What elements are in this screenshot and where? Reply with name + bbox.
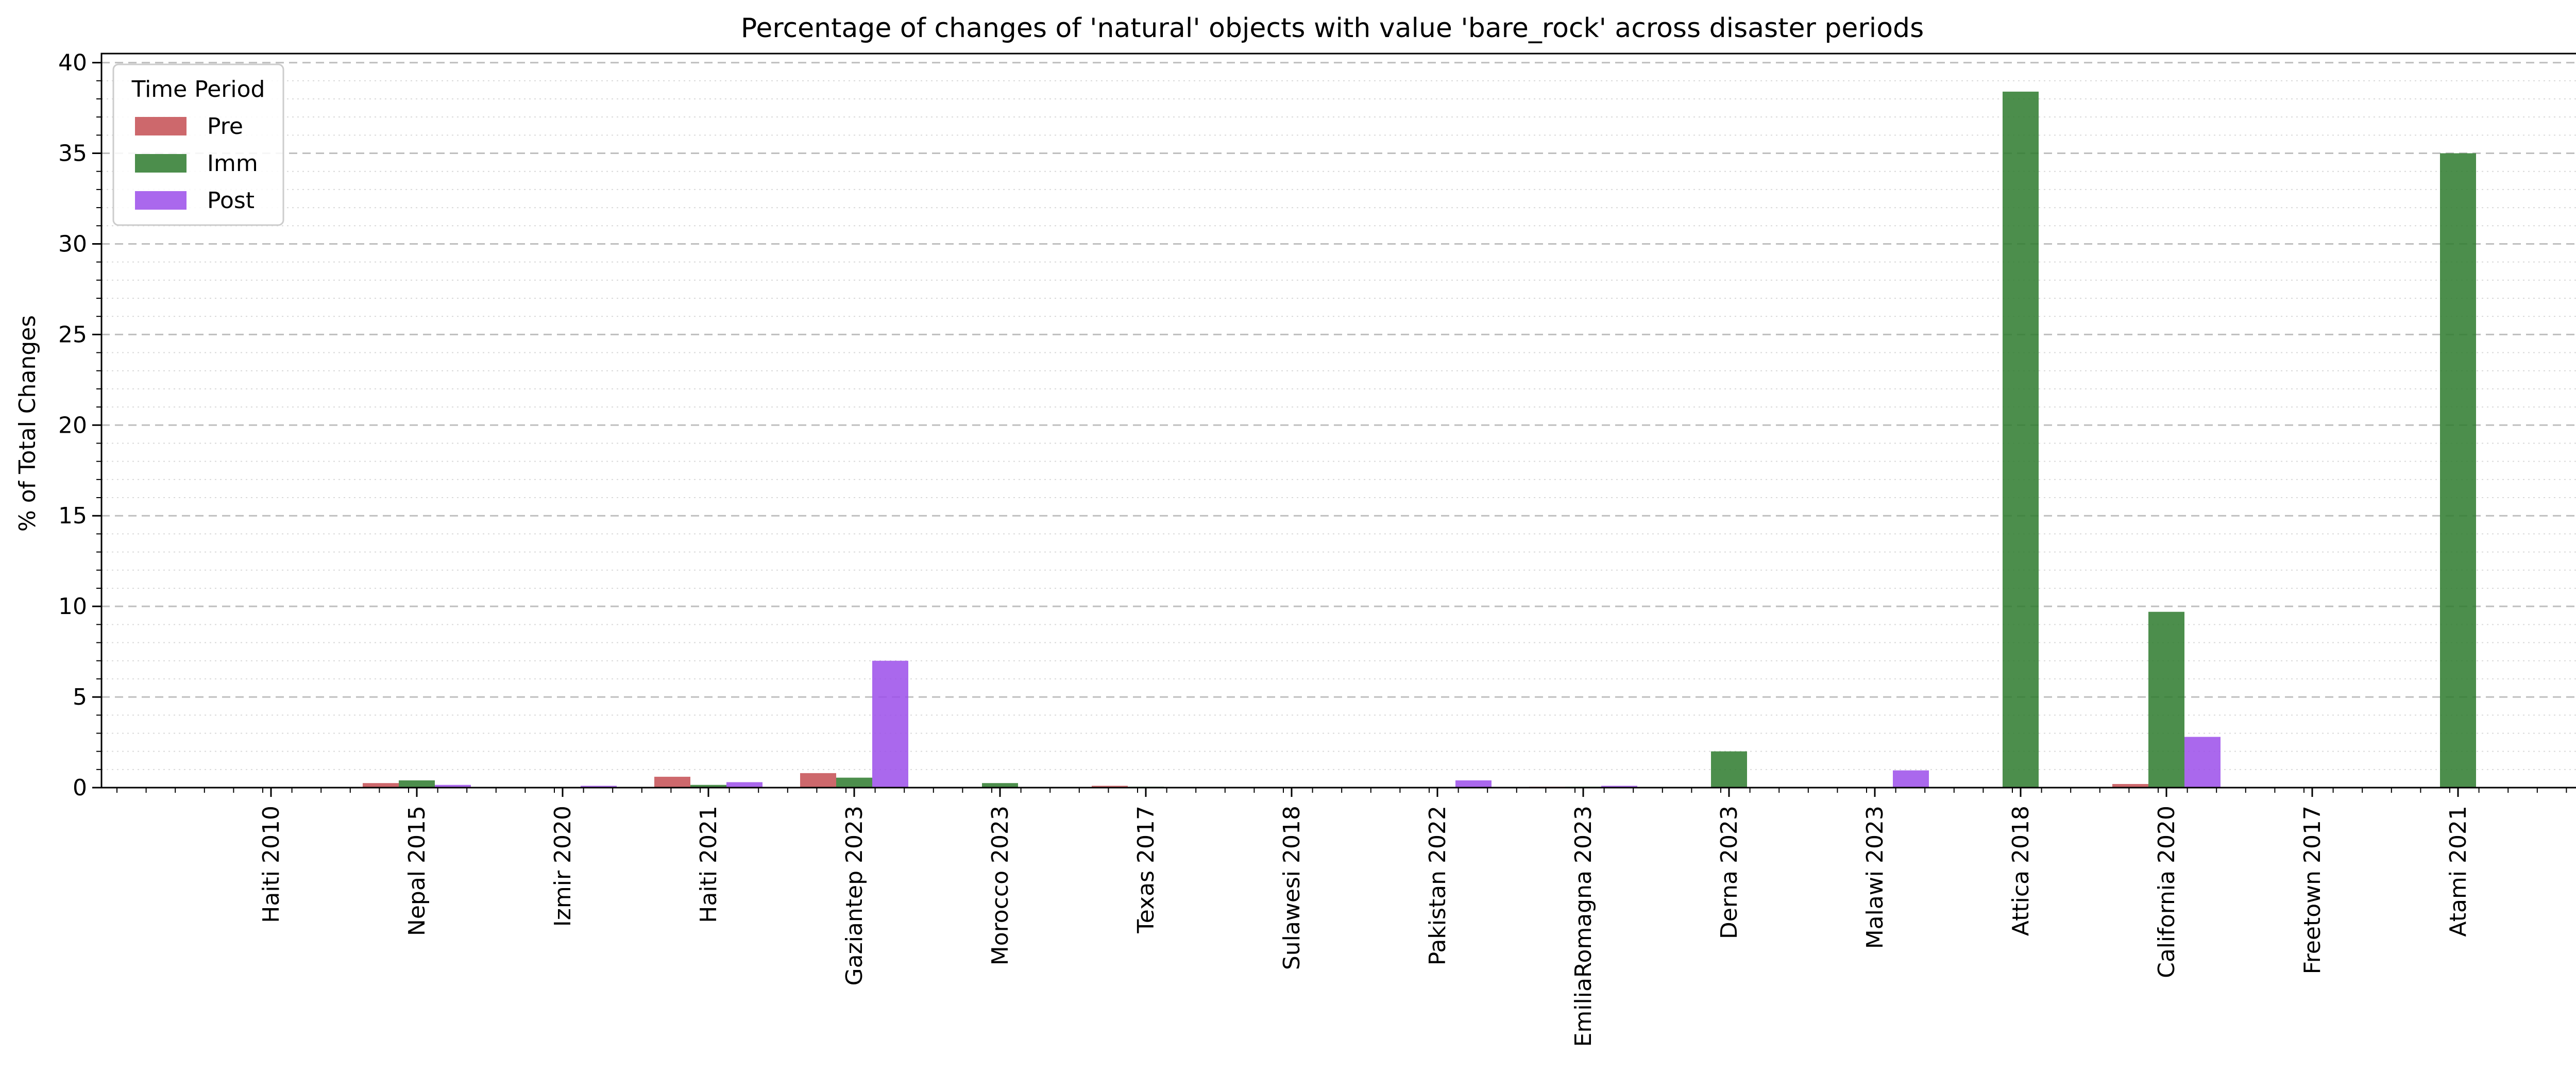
x-tick-label: Texas 2017 xyxy=(1133,806,1159,934)
grid xyxy=(101,62,2576,770)
bar-post xyxy=(2184,737,2221,788)
bar-post xyxy=(1455,780,1492,788)
bar-pre xyxy=(363,783,399,788)
bar-imm xyxy=(1711,751,1747,788)
x-tick-label: Haiti 2021 xyxy=(696,806,722,923)
bar-imm xyxy=(2148,611,2184,788)
y-tick-label: 10 xyxy=(58,593,87,620)
x-tick-label: Gaziantep 2023 xyxy=(841,806,868,985)
x-tick-label: Morocco 2023 xyxy=(987,806,1013,965)
bar-pre xyxy=(800,773,836,788)
x-tick-label: Freetown 2017 xyxy=(2299,806,2326,974)
bar-pre xyxy=(2112,784,2148,788)
bar-post xyxy=(1601,786,1637,788)
bar-post xyxy=(435,785,471,788)
bar-post xyxy=(872,660,908,788)
x-tick-label: Malawi 2023 xyxy=(1862,806,1888,949)
y-tick-label: 25 xyxy=(58,321,87,348)
bar-pre xyxy=(654,776,690,788)
legend: Time Period Pre Imm Post xyxy=(112,63,284,226)
bar-pre xyxy=(1092,786,1128,788)
y-tick-label: 0 xyxy=(73,775,87,801)
bar-imm xyxy=(836,777,872,788)
axes: 0 5 10 15 20 25 30 35 40 Haiti 2010 Nepal 2015 Izmi… xyxy=(58,50,2567,1047)
x-tick-label: Attica 2018 xyxy=(2008,806,2034,936)
x-tick-label: Atami 2021 xyxy=(2445,806,2471,937)
legend-swatch-pre xyxy=(135,117,187,135)
chart-title: Percentage of changes of 'natural' objec… xyxy=(741,13,1924,44)
y-tick-label: 35 xyxy=(58,141,87,167)
legend-swatch-imm xyxy=(135,154,187,173)
x-tick-label: California 2020 xyxy=(2154,806,2180,978)
x-tick-label: Sulawesi 2018 xyxy=(1279,806,1305,970)
y-tick-label: 5 xyxy=(73,684,87,710)
bar-imm xyxy=(2440,153,2476,788)
y-tick-label: 20 xyxy=(58,412,87,438)
bar-imm xyxy=(399,780,435,788)
x-tick-label: Nepal 2015 xyxy=(404,806,430,936)
bar-imm xyxy=(982,783,1018,788)
plot-frame xyxy=(100,53,2576,789)
bar-post xyxy=(1893,770,1929,788)
legend-swatch-post xyxy=(135,191,187,210)
bar-imm xyxy=(690,785,726,788)
x-tick-label: Haiti 2010 xyxy=(258,806,284,923)
legend-label-pre: Pre xyxy=(207,113,243,140)
bars xyxy=(363,91,2476,788)
bar-post xyxy=(726,782,762,788)
legend-label-post: Post xyxy=(207,188,255,214)
legend-frame xyxy=(112,63,284,226)
legend-label-imm: Imm xyxy=(207,150,258,177)
legend-title: Time Period xyxy=(131,76,265,103)
y-tick-label: 15 xyxy=(58,503,87,529)
x-tick-label: Pakistan 2022 xyxy=(1425,806,1451,965)
x-tick-label: Izmir 2020 xyxy=(550,806,576,927)
y-tick-label: 40 xyxy=(58,50,87,76)
bar-post xyxy=(581,786,617,788)
y-tick-label: 30 xyxy=(58,231,87,257)
bar-imm xyxy=(2003,91,2039,788)
y-axis-label: % of Total Changes xyxy=(14,315,41,532)
x-tick-label: Derna 2023 xyxy=(1716,806,1742,939)
x-tick-label: EmiliaRomagna 2023 xyxy=(1570,806,1597,1047)
